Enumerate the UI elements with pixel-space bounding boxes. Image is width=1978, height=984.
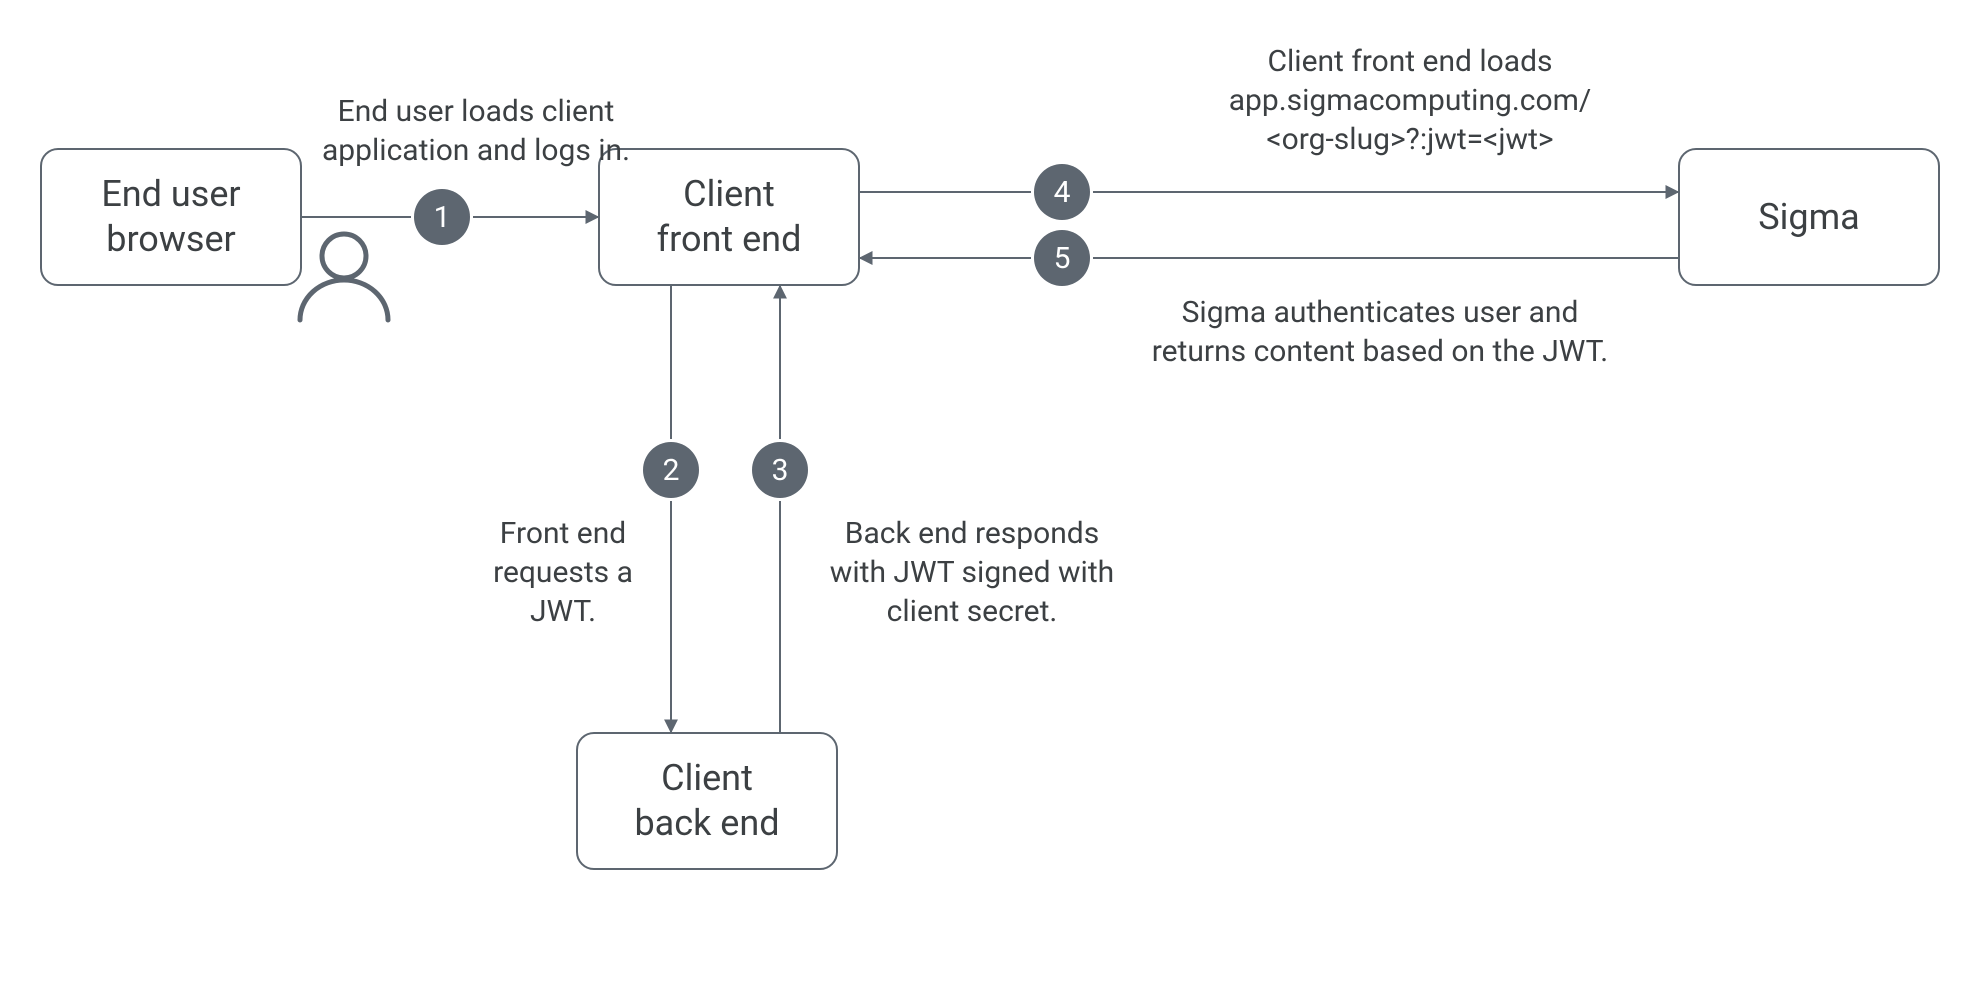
step-number: 4 xyxy=(1054,175,1071,210)
node-label: Client back end xyxy=(634,756,779,846)
step-number: 1 xyxy=(434,200,451,235)
node-sigma: Sigma xyxy=(1678,148,1940,286)
edge-label-1: End user loads client application and lo… xyxy=(266,53,686,170)
step-badge-3: 3 xyxy=(752,442,808,498)
step-badge-2: 2 xyxy=(643,442,699,498)
edge-text: Sigma authenticates user and returns con… xyxy=(1152,295,1608,369)
edge-label-4: Client front end loads app.sigmacomputin… xyxy=(1150,3,1670,159)
step-number: 2 xyxy=(663,453,680,488)
step-badge-1: 1 xyxy=(414,189,470,245)
node-label: End user browser xyxy=(101,172,240,262)
node-client-back-end: Client back end xyxy=(576,732,838,870)
step-badge-4: 4 xyxy=(1034,164,1090,220)
edge-label-3: Back end responds with JWT signed with c… xyxy=(802,475,1142,631)
edge-text: Back end responds with JWT signed with c… xyxy=(830,516,1114,629)
node-label: Sigma xyxy=(1758,195,1860,240)
edge-text: Client front end loads app.sigmacomputin… xyxy=(1229,44,1592,157)
diagram-stage: { "diagram": { "type": "flowchart", "can… xyxy=(0,0,1978,984)
edge-label-2: Front end requests a JWT. xyxy=(453,475,673,631)
user-icon xyxy=(300,234,388,320)
step-number: 5 xyxy=(1054,241,1071,276)
edge-text: End user loads client application and lo… xyxy=(322,94,630,168)
edge-text: Front end requests a JWT. xyxy=(493,516,633,629)
step-number: 3 xyxy=(772,453,789,488)
step-badge-5: 5 xyxy=(1034,230,1090,286)
node-label: Client front end xyxy=(657,172,802,262)
node-end-user-browser: End user browser xyxy=(40,148,302,286)
edge-label-5: Sigma authenticates user and returns con… xyxy=(1090,254,1670,371)
